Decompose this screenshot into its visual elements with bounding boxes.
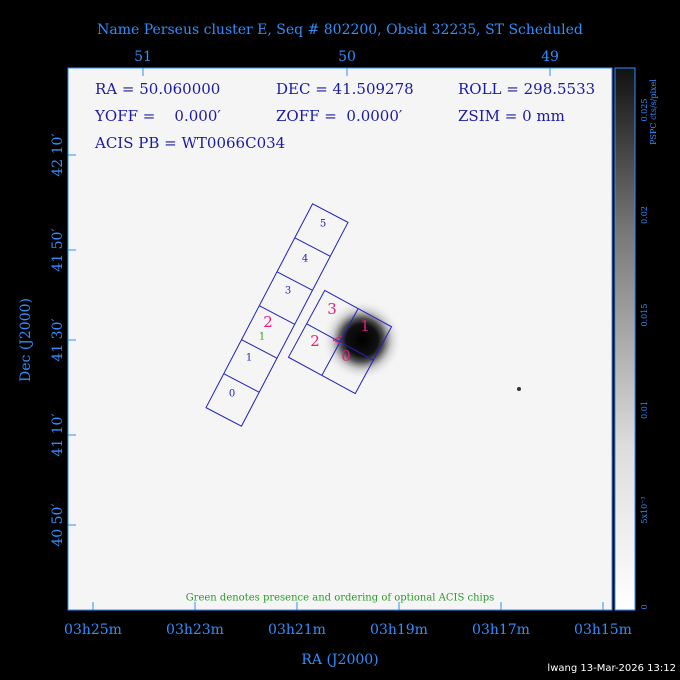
chip-edge bbox=[294, 237, 331, 257]
colorbar-axis: PSPC cts/s/pixel 0.025 0.02 0.015 0.01 5… bbox=[640, 79, 658, 610]
footer: lwang 13-Mar-2026 13:12 bbox=[547, 663, 676, 674]
s-chip-label: 1 bbox=[246, 353, 252, 364]
ra: RA = 50.060000 bbox=[95, 80, 220, 98]
dec: DEC = 41.509278 bbox=[276, 80, 414, 98]
s-chip-label: 2 bbox=[263, 313, 273, 331]
ticks bbox=[68, 68, 604, 610]
colorbar bbox=[614, 67, 636, 611]
left-tick-label: 41 10′ bbox=[50, 413, 66, 456]
left-tick-label: 40 50′ bbox=[50, 503, 66, 546]
colorbar-tick: 0.02 bbox=[640, 206, 649, 224]
chip-edge bbox=[306, 323, 374, 361]
cluster-source bbox=[322, 300, 402, 380]
acis: ACIS PB = WT0066C034 bbox=[94, 134, 285, 152]
i-chip-label: 3 bbox=[327, 300, 337, 318]
tick-marks bbox=[68, 68, 604, 610]
y-axis-title: Dec (J2000) bbox=[18, 298, 34, 382]
chip-edge bbox=[241, 339, 278, 359]
s-chip-label: 4 bbox=[302, 254, 308, 265]
header: RA = 50.060000 DEC = 41.509278 ROLL = 29… bbox=[94, 80, 595, 152]
zsim: ZSIM = 0 mm bbox=[458, 107, 565, 125]
top-tick-label: 49 bbox=[541, 49, 559, 65]
i-chip-label: 1 bbox=[360, 317, 370, 335]
bottom-tick-label: 03h23m bbox=[166, 622, 224, 638]
top-axis: 51 50 49 bbox=[134, 49, 559, 65]
optional-chip: 1 bbox=[259, 332, 265, 343]
bottom-tick-label: 03h19m bbox=[370, 622, 428, 638]
i-chip-label: 0 bbox=[341, 347, 351, 365]
bottom-tick-label: 03h15m bbox=[574, 622, 632, 638]
colorbar-tick: 0 bbox=[640, 604, 649, 609]
colorbar-tick: 5x10⁻³ bbox=[640, 496, 649, 523]
zoff: ZOFF = 0.0000′ bbox=[276, 107, 403, 125]
acis-s bbox=[205, 203, 349, 427]
top-tick-label: 51 bbox=[134, 49, 152, 65]
i-chip-label: 2 bbox=[310, 332, 320, 350]
left-tick-label: 42 10′ bbox=[50, 133, 66, 176]
colorbar-tick: 0.01 bbox=[640, 401, 649, 419]
left-tick-label: 41 30′ bbox=[50, 318, 66, 361]
acis-i bbox=[287, 289, 393, 395]
aimpoint bbox=[332, 335, 343, 345]
bottom-axis: 03h25m 03h23m 03h21m 03h19m 03h17m 03h15… bbox=[64, 622, 632, 668]
chip-edge bbox=[223, 373, 260, 393]
bottom-tick-label: 03h21m bbox=[268, 622, 326, 638]
colorbar-tick: 0.015 bbox=[640, 304, 649, 327]
left-axis: 42 10′ 41 50′ 41 30′ 41 10′ 40 50′ Dec (… bbox=[18, 133, 66, 546]
x-axis-title: RA (J2000) bbox=[301, 652, 378, 668]
s-chip-label: 5 bbox=[320, 219, 326, 230]
bottom-tick-label: 03h17m bbox=[472, 622, 530, 638]
bottom-tick-label: 03h25m bbox=[64, 622, 122, 638]
s-chip-label: 3 bbox=[285, 286, 291, 297]
colorbar-title: PSPC cts/s/pixel bbox=[649, 79, 658, 145]
roll: ROLL = 298.5533 bbox=[458, 80, 595, 98]
left-tick-label: 41 50′ bbox=[50, 228, 66, 271]
title: Name Perseus cluster E, Seq # 802200, Ob… bbox=[97, 22, 583, 38]
note: Green denotes presence and ordering of o… bbox=[186, 593, 495, 604]
chip-edge bbox=[259, 305, 295, 325]
colorbar-tick: 0.025 bbox=[640, 99, 649, 122]
yoff: YOFF = 0.000′ bbox=[94, 107, 221, 125]
s-chip-label: 0 bbox=[229, 389, 235, 400]
chip-edge bbox=[276, 271, 313, 291]
top-tick-label: 50 bbox=[338, 49, 356, 65]
point-source bbox=[517, 387, 521, 391]
